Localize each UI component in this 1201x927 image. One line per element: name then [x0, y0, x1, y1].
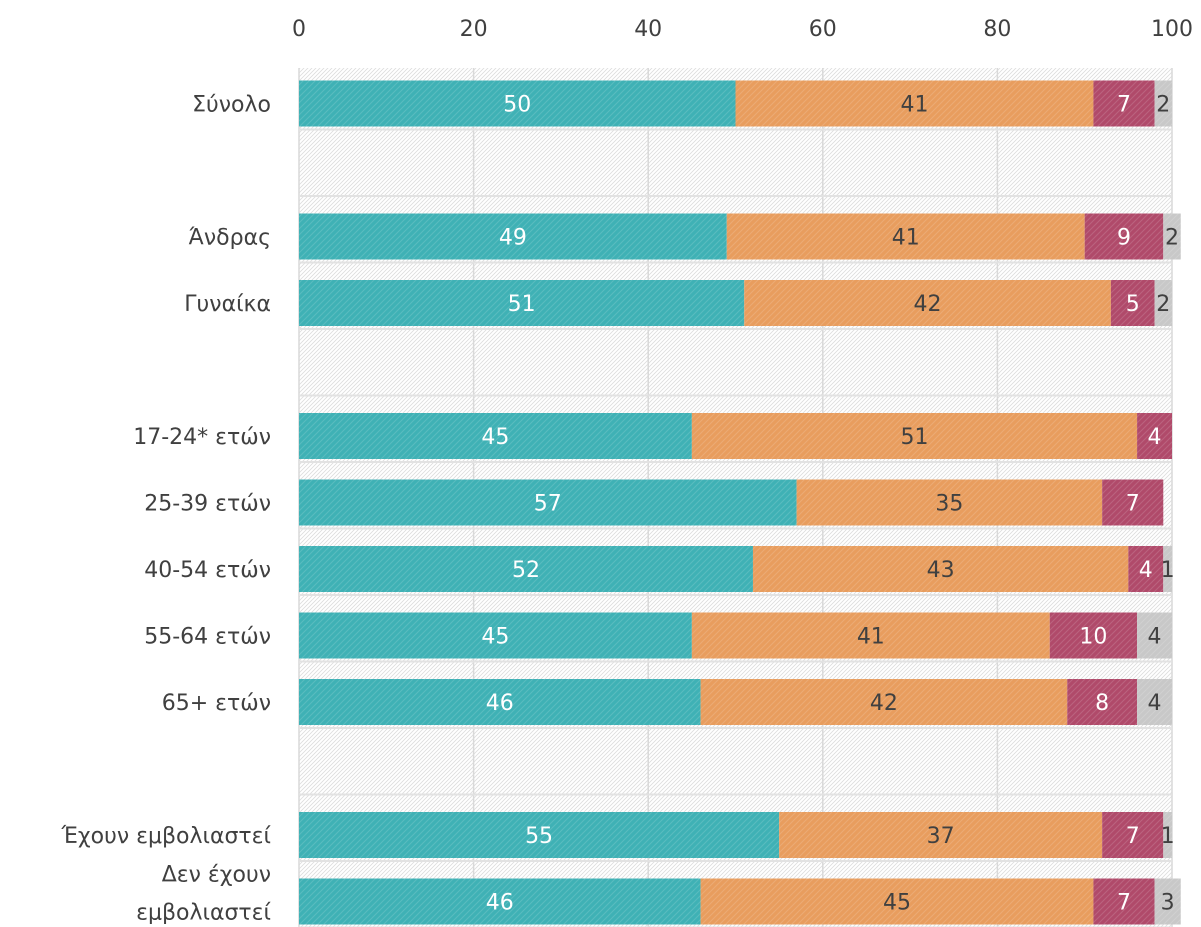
bar-segment-texture: [744, 280, 1111, 326]
bar-segment-texture: [299, 612, 692, 659]
bar-segment-texture: [1110, 280, 1155, 326]
category-label: 25-39 ετών: [144, 492, 271, 517]
data-label: 50: [503, 93, 531, 118]
data-label: 51: [900, 425, 928, 450]
bar-segment-texture: [299, 812, 780, 858]
data-label: 5: [1126, 292, 1140, 317]
bar-segment-texture: [299, 546, 753, 592]
bar-segment-texture: [735, 80, 1094, 127]
data-label: 1: [1161, 824, 1175, 849]
bar-segment-texture: [299, 878, 701, 925]
data-label: 43: [927, 558, 955, 583]
x-tick-label: 0: [292, 17, 306, 42]
category-label: Δεν έχουν: [162, 863, 271, 888]
bars: 50 41 7 249 41 9 251 42 5 245 51 457 35 752 43 4 145 41 10…: [299, 80, 1181, 925]
data-label: 45: [883, 891, 911, 916]
bar-segment-texture: [1067, 679, 1138, 725]
data-label: 51: [508, 292, 536, 317]
bar-segment-texture: [1093, 80, 1155, 127]
data-label: 7: [1126, 492, 1140, 517]
data-label: 7: [1117, 891, 1131, 916]
bar-segment-texture: [1049, 612, 1138, 659]
category-label: 65+ ετών: [162, 691, 271, 716]
bar-segment-texture: [1093, 878, 1155, 925]
data-label: 4: [1148, 691, 1162, 716]
data-label: 4: [1148, 425, 1162, 450]
data-label: 9: [1117, 226, 1131, 251]
category-label: 55-64 ετών: [144, 625, 271, 650]
bar-segment-texture: [299, 213, 727, 260]
data-label: 55: [525, 824, 553, 849]
bar-segment-texture: [700, 679, 1068, 725]
category-label: εμβολιαστεί: [136, 901, 271, 926]
data-label: 41: [900, 93, 928, 118]
bar-segment-texture: [1163, 812, 1172, 858]
data-label: 7: [1126, 824, 1140, 849]
bar-segment-texture: [1154, 878, 1181, 925]
bar-segment-texture: [299, 479, 797, 526]
x-axis-ticks: 0 20 40 60 80 100: [292, 17, 1193, 42]
category-label: Έχουν εμβολιαστεί: [61, 824, 272, 849]
x-tick-label: 60: [809, 17, 837, 42]
data-label: 41: [857, 625, 885, 650]
bar-segment-texture: [1084, 213, 1164, 260]
data-label: 57: [534, 492, 562, 517]
data-label: 46: [486, 691, 514, 716]
data-label: 10: [1079, 625, 1107, 650]
bar-segment-texture: [299, 679, 701, 725]
data-label: 4: [1139, 558, 1153, 583]
bar-segment-texture: [691, 612, 1050, 659]
bar-segment-texture: [779, 812, 1103, 858]
data-label: 2: [1165, 226, 1179, 251]
data-label: 2: [1156, 292, 1170, 317]
data-label: 46: [486, 891, 514, 916]
bar-segment-texture: [752, 546, 1129, 592]
data-label: 42: [870, 691, 898, 716]
data-label: 41: [892, 226, 920, 251]
data-label: 8: [1095, 691, 1109, 716]
bar-segment-texture: [299, 280, 745, 326]
bar-segment-texture: [1128, 546, 1164, 592]
data-label: 1: [1161, 558, 1175, 583]
category-label: 40-54 ετών: [144, 558, 271, 583]
bar-segment-texture: [1163, 213, 1181, 260]
bar-segment-texture: [726, 213, 1085, 260]
category-label: Άνδρας: [189, 226, 271, 251]
bar-segment-texture: [1137, 413, 1172, 459]
category-label: Γυναίκα: [184, 292, 271, 317]
data-label: 3: [1161, 891, 1175, 916]
bar-segment-texture: [299, 80, 736, 127]
x-tick-label: 100: [1151, 17, 1193, 42]
bar-segment-texture: [1102, 812, 1164, 858]
x-tick-label: 20: [460, 17, 488, 42]
category-label: 17-24* ετών: [133, 425, 271, 450]
bar-segment-texture: [1137, 679, 1172, 725]
bar-segment-texture: [700, 878, 1094, 925]
bar-segment-texture: [691, 413, 1138, 459]
bar-segment-texture: [1137, 612, 1172, 659]
data-label: 45: [481, 625, 509, 650]
bar-segment-texture: [1154, 80, 1172, 127]
bar-segment-texture: [299, 413, 692, 459]
bar-segment-texture: [1102, 479, 1164, 526]
category-labels: Σύνολο Άνδρας Γυναίκα 17-24* ετών 25-39 ετών…: [61, 93, 272, 926]
data-label: 4: [1148, 625, 1162, 650]
data-label: 2: [1156, 93, 1170, 118]
bar-segment-texture: [1154, 280, 1172, 326]
data-label: 7: [1117, 93, 1131, 118]
data-label: 49: [499, 226, 527, 251]
data-label: 52: [512, 558, 540, 583]
x-tick-label: 80: [983, 17, 1011, 42]
data-label: 37: [927, 824, 955, 849]
data-label: 42: [914, 292, 942, 317]
data-label: 35: [935, 492, 963, 517]
gridlines: [298, 68, 1173, 927]
category-label: Σύνολο: [192, 93, 271, 118]
data-label: 45: [481, 425, 509, 450]
x-tick-label: 40: [634, 17, 662, 42]
bar-segment-texture: [1163, 546, 1172, 592]
bar-segment-texture: [796, 479, 1103, 526]
